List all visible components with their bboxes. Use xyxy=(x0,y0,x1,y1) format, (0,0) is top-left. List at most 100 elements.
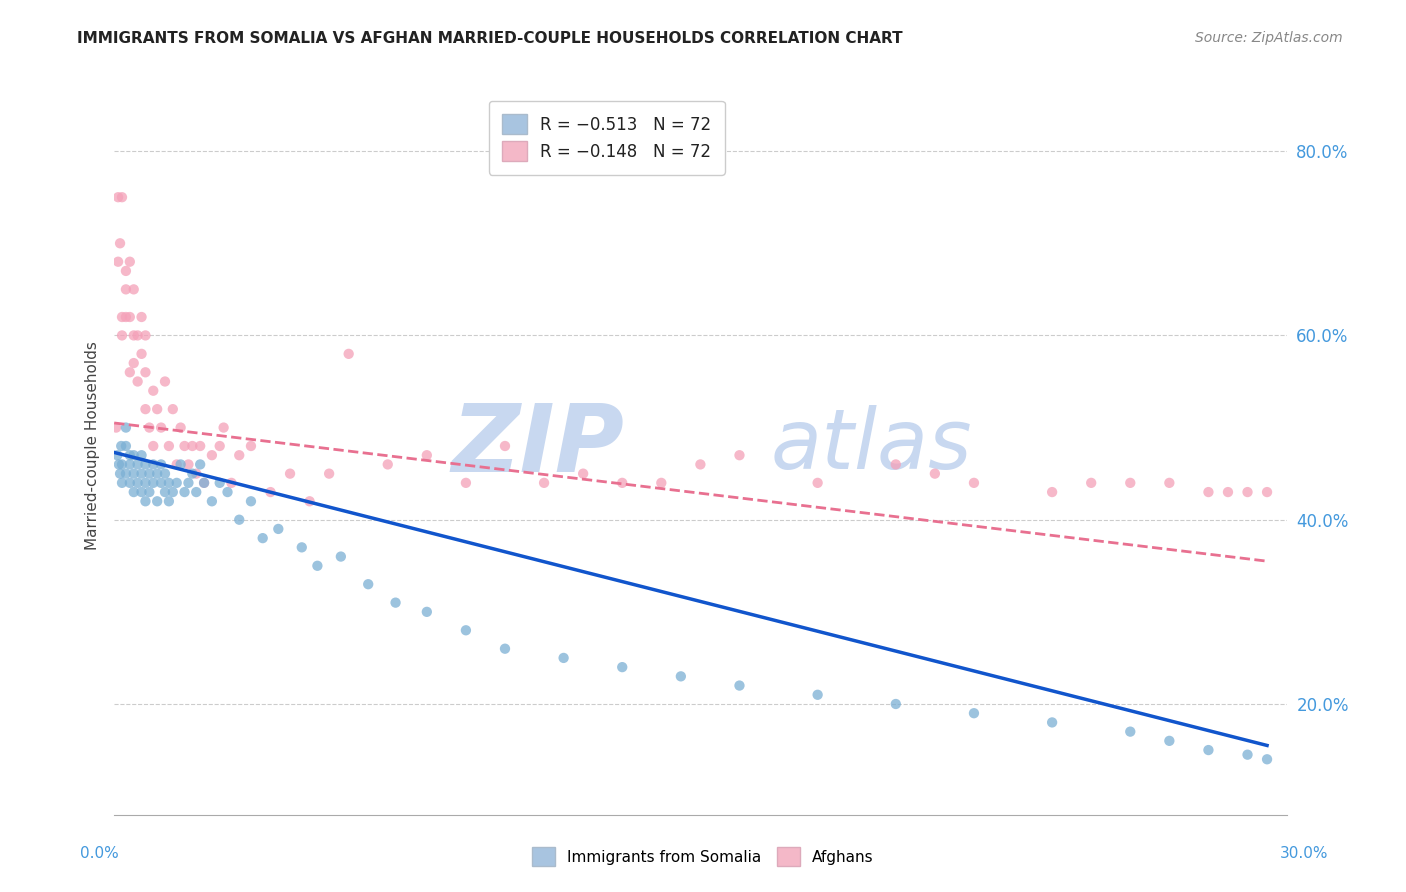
Point xyxy=(115,264,138,278)
Point xyxy=(153,485,176,500)
Point xyxy=(221,475,243,490)
Text: atlas: atlas xyxy=(770,406,973,486)
Point xyxy=(494,439,516,453)
Point xyxy=(127,328,149,343)
Point xyxy=(1159,734,1181,748)
Point xyxy=(612,660,634,674)
Point xyxy=(134,494,156,508)
Point xyxy=(177,458,200,472)
Point xyxy=(212,420,235,434)
Point xyxy=(337,347,360,361)
Point xyxy=(118,310,141,324)
Point xyxy=(259,485,281,500)
Point xyxy=(201,494,224,508)
Point xyxy=(669,669,692,683)
Point xyxy=(142,384,165,398)
Point xyxy=(278,467,301,481)
Point xyxy=(329,549,352,564)
Point xyxy=(134,402,156,417)
Point xyxy=(1119,475,1142,490)
Point xyxy=(111,328,134,343)
Point xyxy=(146,467,169,481)
Point xyxy=(146,402,169,417)
Point xyxy=(118,448,141,462)
Point xyxy=(142,439,165,453)
Point xyxy=(127,458,149,472)
Point xyxy=(267,522,290,536)
Point xyxy=(208,475,231,490)
Point xyxy=(357,577,380,591)
Point xyxy=(186,467,208,481)
Point xyxy=(122,448,145,462)
Point xyxy=(963,475,986,490)
Point xyxy=(146,494,169,508)
Point xyxy=(1040,715,1063,730)
Point xyxy=(1119,724,1142,739)
Legend: R = −0.513   N = 72, R = −0.148   N = 72: R = −0.513 N = 72, R = −0.148 N = 72 xyxy=(488,101,724,175)
Point xyxy=(122,328,145,343)
Text: ZIP: ZIP xyxy=(451,400,624,492)
Point xyxy=(807,688,830,702)
Point xyxy=(131,347,153,361)
Point xyxy=(1197,743,1219,757)
Point xyxy=(107,254,129,268)
Point xyxy=(572,467,595,481)
Point xyxy=(131,485,153,500)
Point xyxy=(963,706,986,721)
Point xyxy=(150,475,173,490)
Point xyxy=(166,475,188,490)
Point xyxy=(108,458,131,472)
Point xyxy=(807,475,830,490)
Point xyxy=(138,467,160,481)
Point xyxy=(142,475,165,490)
Point xyxy=(298,494,321,508)
Point xyxy=(153,467,176,481)
Point xyxy=(454,475,477,490)
Point xyxy=(181,467,204,481)
Legend: Immigrants from Somalia, Afghans: Immigrants from Somalia, Afghans xyxy=(524,839,882,873)
Text: Source: ZipAtlas.com: Source: ZipAtlas.com xyxy=(1195,31,1343,45)
Point xyxy=(1159,475,1181,490)
Point xyxy=(115,282,138,296)
Point xyxy=(162,485,184,500)
Point xyxy=(131,467,153,481)
Point xyxy=(217,485,239,500)
Point xyxy=(377,458,399,472)
Point xyxy=(142,458,165,472)
Point xyxy=(186,485,208,500)
Point xyxy=(239,439,262,453)
Point xyxy=(1216,485,1239,500)
Point xyxy=(494,641,516,656)
Point xyxy=(138,420,160,434)
Point xyxy=(138,485,160,500)
Text: 30.0%: 30.0% xyxy=(1281,847,1329,861)
Point xyxy=(1040,485,1063,500)
Point xyxy=(111,190,134,204)
Point xyxy=(307,558,329,573)
Point xyxy=(150,458,173,472)
Point xyxy=(318,467,340,481)
Point xyxy=(134,475,156,490)
Point xyxy=(115,420,138,434)
Point xyxy=(115,467,138,481)
Point xyxy=(115,439,138,453)
Point xyxy=(122,485,145,500)
Point xyxy=(122,356,145,370)
Point xyxy=(924,467,946,481)
Point xyxy=(134,328,156,343)
Point xyxy=(108,236,131,251)
Point xyxy=(122,467,145,481)
Point xyxy=(1197,485,1219,500)
Point xyxy=(884,697,907,711)
Point xyxy=(188,439,211,453)
Point xyxy=(181,439,204,453)
Point xyxy=(118,475,141,490)
Point xyxy=(728,679,751,693)
Point xyxy=(157,475,180,490)
Point xyxy=(111,475,134,490)
Point xyxy=(105,448,128,462)
Point xyxy=(118,254,141,268)
Point xyxy=(127,475,149,490)
Point xyxy=(105,420,128,434)
Point xyxy=(252,531,274,545)
